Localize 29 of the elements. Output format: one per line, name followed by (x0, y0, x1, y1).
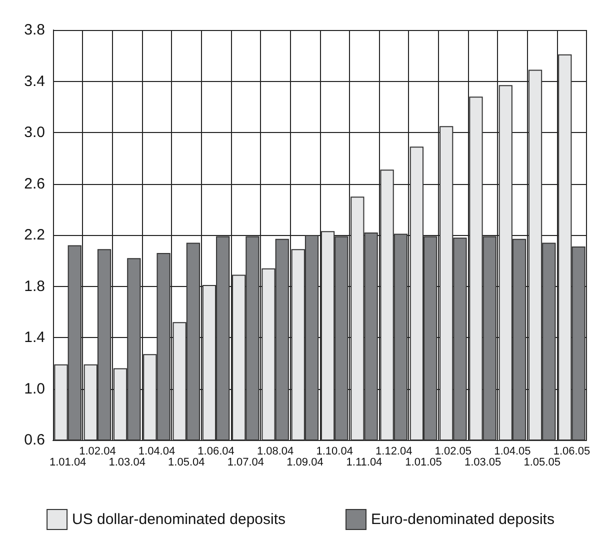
x-tick-label: 1.07.04 (227, 456, 264, 468)
x-tick-label: 1.01.05 (405, 456, 442, 468)
y-tick-label: 2.6 (24, 175, 45, 192)
y-tick-label: 3.8 (24, 22, 45, 38)
y-tick-label: 3.0 (24, 124, 45, 141)
y-tick-label: 1.4 (24, 329, 45, 346)
x-tick-label: 1.11.04 (346, 456, 382, 468)
x-tick-label: 1.01.04 (49, 456, 86, 468)
x-tick-label: 1.05.05 (524, 456, 560, 468)
x-tick-label: 1.09.04 (286, 456, 324, 468)
y-tick-label: 1.8 (24, 278, 45, 295)
x-tick-label: 1.04.05 (494, 446, 531, 458)
x-tick-label: 1.04.04 (138, 446, 176, 458)
y-tick-label: 1.0 (24, 380, 45, 398)
y-tick-label: 2.2 (24, 226, 45, 244)
x-tick-label: 1.02.05 (434, 446, 472, 458)
legend-label: Euro-denominated deposits (371, 511, 554, 528)
x-tick-label: 1.05.04 (168, 456, 205, 468)
x-tick-label: 1.08.04 (256, 446, 294, 458)
x-tick-label: 1.02.04 (79, 446, 116, 458)
legend-label: US dollar-denominated deposits (72, 511, 286, 528)
x-tick-label: 1.10.04 (316, 446, 353, 458)
x-tick-label: 1.12.04 (376, 446, 412, 458)
x-tick-label: 1.03.05 (464, 456, 502, 468)
x-tick-label: 1.06.05 (553, 446, 590, 458)
y-tick-label: 0.6 (24, 432, 45, 448)
y-tick-label: 3.4 (24, 72, 45, 90)
x-tick-label: 1.06.04 (198, 446, 234, 458)
x-tick-label: 1.03.04 (108, 456, 146, 468)
